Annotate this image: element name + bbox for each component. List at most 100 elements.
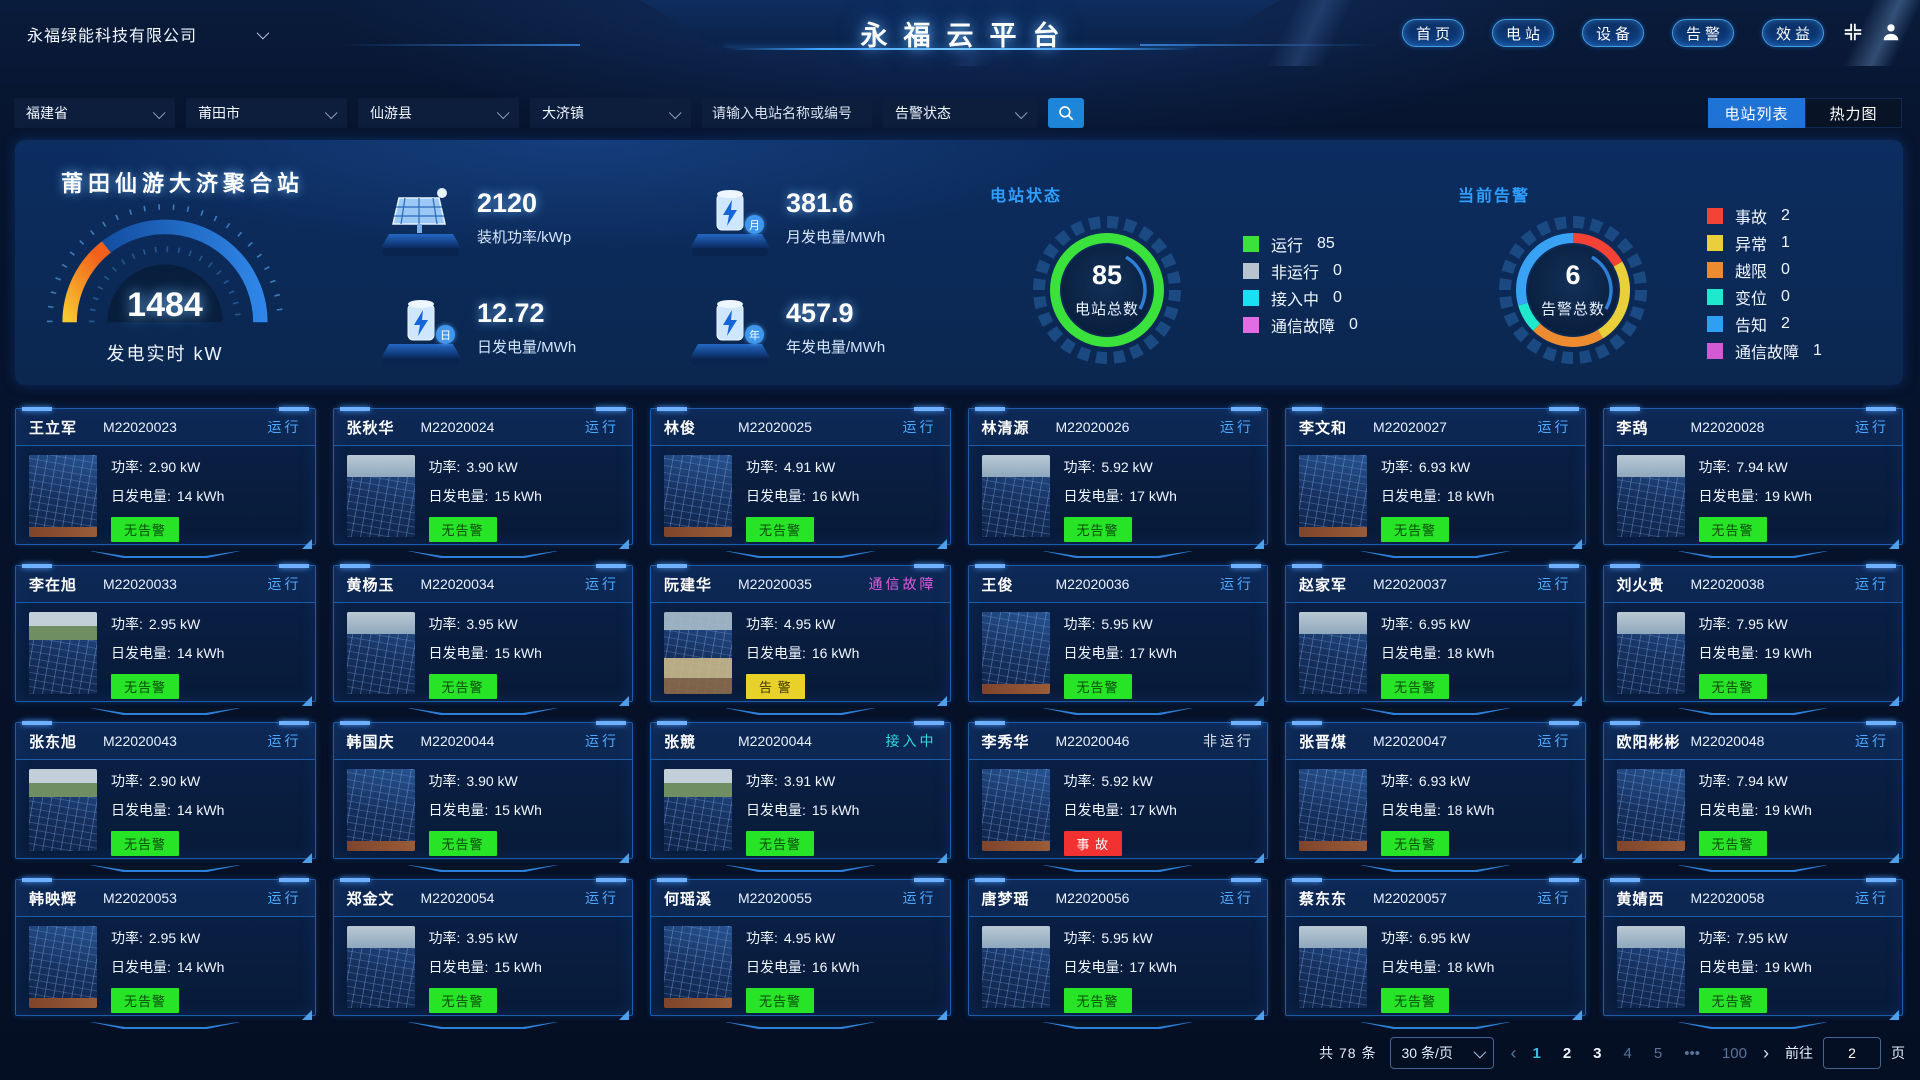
tab-station-list[interactable]: 电站列表 xyxy=(1708,98,1805,128)
next-page-icon[interactable]: › xyxy=(1763,1042,1769,1063)
station-card[interactable]: 林俊 M22020025 运行 功率: 4.91 kW 日发电量: 16 kWh 无… xyxy=(650,407,951,558)
station-card-header: 王立军 M22020023 运行 xyxy=(16,409,315,446)
station-card[interactable]: 林清源 M22020026 运行 功率: 5.92 kW 日发电量: 17 kWh … xyxy=(967,407,1268,558)
nav-devices[interactable]: 设备 xyxy=(1582,19,1644,47)
pagination-bar: 共 78 条 30 条/页 ‹ 1 2 3 4 5 ••• 100 › 前往 页 xyxy=(1319,1036,1905,1070)
energy-line: 日发电量: 15 kWh xyxy=(428,645,542,661)
city-select[interactable]: 莆田市 xyxy=(186,98,347,128)
station-card[interactable]: 李鸹 M22020028 运行 功率: 7.94 kW 日发电量: 19 kWh 无… xyxy=(1602,407,1903,558)
station-card-header: 唐梦瑶 M22020056 运行 xyxy=(968,880,1267,917)
station-card[interactable]: 张競 M22020044 接入中 功率: 3.91 kW 日发电量: 15 kWh … xyxy=(650,721,951,872)
legend-color-swatch xyxy=(1707,207,1723,224)
page-number-2[interactable]: 2 xyxy=(1562,1044,1572,1062)
corner-accent-icon xyxy=(1571,539,1582,549)
energy-line: 日发电量: 16 kWh xyxy=(746,645,860,661)
battery-year-icon: 年 xyxy=(690,294,770,370)
page-number-•••[interactable]: ••• xyxy=(1684,1044,1700,1062)
station-card[interactable]: 黄婧西 M22020058 运行 功率: 7.95 kW 日发电量: 19 kWh … xyxy=(1602,878,1903,1029)
station-card[interactable]: 何瑶溪 M22020055 运行 功率: 4.95 kW 日发电量: 16 kWh … xyxy=(650,878,951,1029)
legend-value: 1 xyxy=(1813,341,1822,359)
fullscreen-exit-icon[interactable] xyxy=(1842,21,1864,43)
station-card[interactable]: 阮建华 M22020035 通信故障 功率: 4.95 kW 日发电量: 16 kW… xyxy=(650,564,951,715)
station-id: M22020043 xyxy=(103,733,177,749)
bottom-notch xyxy=(725,865,876,872)
nav-stations[interactable]: 电站 xyxy=(1492,19,1554,47)
station-card[interactable]: 李秀华 M22020046 非运行 功率: 5.92 kW 日发电量: 17 kWh… xyxy=(967,721,1268,872)
bottom-notch xyxy=(1677,865,1828,872)
station-card[interactable]: 王俊 M22020036 运行 功率: 5.95 kW 日发电量: 17 kWh 无… xyxy=(967,564,1268,715)
page-number-100[interactable]: 100 xyxy=(1721,1044,1747,1062)
alarm-tag: 无告警 xyxy=(746,988,815,1013)
station-card[interactable]: 张晋煤 M22020047 运行 功率: 6.93 kW 日发电量: 18 kWh … xyxy=(1285,721,1586,872)
town-select[interactable]: 大济镇 xyxy=(530,98,691,128)
bottom-notch xyxy=(407,865,558,872)
tab-heatmap[interactable]: 热力图 xyxy=(1805,98,1902,128)
legend-item: 越限 0 xyxy=(1707,260,1822,281)
page-number-4[interactable]: 4 xyxy=(1623,1044,1632,1062)
legend-value: 0 xyxy=(1349,315,1358,333)
power-line: 功率: 3.95 kW xyxy=(428,616,518,632)
station-card[interactable]: 张秋华 M22020024 运行 功率: 3.90 kW 日发电量: 15 kWh … xyxy=(332,407,633,558)
page-number-3[interactable]: 3 xyxy=(1593,1044,1602,1062)
station-card[interactable]: 赵家军 M22020037 运行 功率: 6.95 kW 日发电量: 18 kWh … xyxy=(1285,564,1586,715)
province-select[interactable]: 福建省 xyxy=(14,98,175,128)
prev-page-icon[interactable]: ‹ xyxy=(1510,1042,1517,1063)
station-card[interactable]: 李在旭 M22020033 运行 功率: 2.95 kW 日发电量: 14 kWh … xyxy=(15,564,316,715)
station-card-header: 李文和 M22020027 运行 xyxy=(1286,409,1585,446)
station-owner-name: 李在旭 xyxy=(29,576,78,594)
station-card-header: 何瑶溪 M22020055 运行 xyxy=(651,880,950,917)
corner-accent-icon xyxy=(936,1010,947,1020)
legend-label: 变位 xyxy=(1735,290,1768,308)
nav-home[interactable]: 首页 xyxy=(1402,19,1464,47)
nav-benefits[interactable]: 效益 xyxy=(1762,19,1824,47)
station-search-input[interactable] xyxy=(702,98,872,128)
corner-accent-icon xyxy=(1254,696,1264,706)
station-owner-name: 林俊 xyxy=(664,419,697,437)
jump-page-input[interactable] xyxy=(1823,1037,1881,1069)
station-owner-name: 韩国庆 xyxy=(346,733,395,751)
alarm-status-select[interactable]: 告警状态 xyxy=(883,98,1037,128)
page-number-1[interactable]: 1 xyxy=(1532,1044,1541,1062)
station-id: M22020035 xyxy=(738,576,812,592)
station-status-badge: 运行 xyxy=(1855,576,1889,592)
station-photo xyxy=(981,612,1050,694)
alarm-total-value: 6 xyxy=(1565,260,1581,290)
station-card[interactable]: 韩国庆 M22020044 运行 功率: 3.90 kW 日发电量: 15 kWh … xyxy=(332,721,633,872)
banner-wing-right xyxy=(1140,44,1380,46)
station-card[interactable]: 唐梦瑶 M22020056 运行 功率: 5.95 kW 日发电量: 17 kWh … xyxy=(967,878,1268,1029)
station-status-badge: 运行 xyxy=(585,733,619,749)
legend-item: 运行 85 xyxy=(1243,234,1358,255)
stat-label: 年发电量/MWh xyxy=(786,339,886,356)
stat-installed-power: 2120 装机功率/kWp xyxy=(381,184,571,260)
station-card[interactable]: 蔡东东 M22020057 运行 功率: 6.95 kW 日发电量: 18 kWh … xyxy=(1285,878,1586,1029)
energy-line: 日发电量: 18 kWh xyxy=(1381,645,1495,661)
legend-color-swatch xyxy=(1243,316,1259,333)
page-size-select[interactable]: 30 条/页 xyxy=(1390,1037,1495,1069)
station-card[interactable]: 李文和 M22020027 运行 功率: 6.93 kW 日发电量: 18 kWh … xyxy=(1285,407,1586,558)
station-card-body: 功率: 5.95 kW 日发电量: 17 kWh 无告警 xyxy=(969,917,1268,1029)
station-card[interactable]: 王立军 M22020023 运行 功率: 2.90 kW 日发电量: 14 kWh … xyxy=(15,407,316,558)
station-card[interactable]: 刘火贵 M22020038 运行 功率: 7.95 kW 日发电量: 19 kWh … xyxy=(1602,564,1903,715)
station-card[interactable]: 欧阳彬彬 M22020048 运行 功率: 7.94 kW 日发电量: 19 kWh… xyxy=(1602,721,1903,872)
station-card[interactable]: 韩映辉 M22020053 运行 功率: 2.95 kW 日发电量: 14 kWh … xyxy=(15,878,316,1029)
user-icon[interactable] xyxy=(1880,21,1902,43)
station-card-body: 功率: 3.90 kW 日发电量: 15 kWh 无告警 xyxy=(334,760,633,872)
station-photo xyxy=(346,455,415,537)
nav-alarms[interactable]: 告警 xyxy=(1672,19,1734,47)
station-card-body: 功率: 6.93 kW 日发电量: 18 kWh 无告警 xyxy=(1286,760,1585,872)
stat-badge: 年 xyxy=(745,325,764,344)
page-number-5[interactable]: 5 xyxy=(1653,1044,1663,1062)
station-card[interactable]: 黄杨玉 M22020034 运行 功率: 3.95 kW 日发电量: 15 kWh … xyxy=(332,564,633,715)
search-button[interactable] xyxy=(1048,98,1084,128)
company-selector[interactable]: 永福绿能科技有限公司 xyxy=(27,22,270,46)
county-select[interactable]: 仙游县 xyxy=(358,98,519,128)
energy-line: 日发电量: 18 kWh xyxy=(1381,488,1495,504)
station-owner-name: 王立军 xyxy=(29,419,78,437)
station-card[interactable]: 张东旭 M22020043 运行 功率: 2.90 kW 日发电量: 14 kWh … xyxy=(15,721,316,872)
station-photo xyxy=(346,769,415,851)
station-card-body: 功率: 4.95 kW 日发电量: 16 kWh 无告警 xyxy=(651,917,950,1029)
station-card-body: 功率: 4.95 kW 日发电量: 16 kWh 告 警 xyxy=(651,603,950,715)
power-line: 功率: 6.93 kW xyxy=(1381,459,1471,475)
alarm-tag: 无告警 xyxy=(1381,517,1450,542)
station-card[interactable]: 郑金文 M22020054 运行 功率: 3.95 kW 日发电量: 15 kWh … xyxy=(332,878,633,1029)
